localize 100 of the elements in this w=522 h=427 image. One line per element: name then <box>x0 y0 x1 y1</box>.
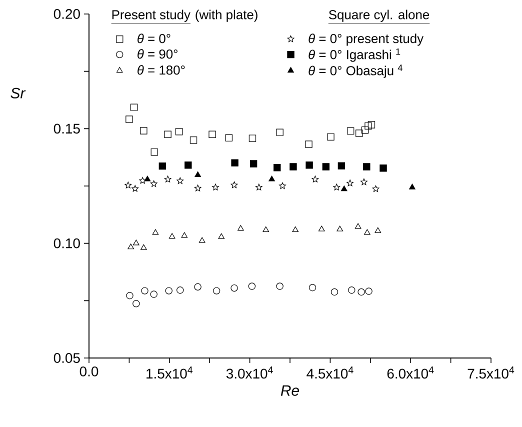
point <box>230 181 238 188</box>
point <box>274 164 281 172</box>
point <box>132 300 140 308</box>
y-tick-label: 0.20 <box>54 9 80 19</box>
point <box>194 184 202 192</box>
y-tick-label: 0.05 <box>54 353 80 363</box>
point <box>139 177 146 184</box>
point <box>292 226 299 232</box>
point <box>126 292 134 300</box>
point <box>212 287 220 294</box>
point <box>346 180 354 186</box>
point <box>133 240 140 246</box>
x-tick-label: 6.0x10$^{4}$ <box>387 366 434 379</box>
y-axis-title: Sr <box>10 88 26 98</box>
point <box>354 223 362 229</box>
point <box>141 287 148 294</box>
point <box>338 162 346 170</box>
point <box>164 130 172 138</box>
legend-label: θ = 90° <box>138 49 178 59</box>
point <box>198 237 206 243</box>
point <box>168 233 176 239</box>
point <box>150 290 158 298</box>
point <box>276 128 284 136</box>
point <box>248 134 256 142</box>
point <box>176 286 184 294</box>
point <box>231 159 238 166</box>
point <box>305 140 312 148</box>
point <box>358 288 365 296</box>
point <box>364 229 370 235</box>
point <box>409 184 416 190</box>
point <box>306 162 313 169</box>
point <box>336 226 344 232</box>
point <box>212 184 219 190</box>
point <box>208 130 216 138</box>
legend-label: θ = 0° Igarashi $^{1}$ <box>308 48 400 62</box>
point <box>126 116 133 123</box>
point <box>318 226 325 232</box>
point <box>372 185 380 192</box>
point <box>348 286 356 294</box>
point <box>184 162 192 169</box>
point <box>276 282 284 290</box>
point <box>238 225 244 231</box>
point <box>248 282 256 290</box>
point <box>330 288 338 296</box>
legend-label: θ = 0° <box>138 34 170 44</box>
point <box>175 128 183 136</box>
point <box>262 226 270 232</box>
point <box>190 136 198 144</box>
point <box>333 184 340 190</box>
point <box>255 184 262 190</box>
annotation: (with plate) <box>196 10 258 22</box>
point <box>322 163 330 170</box>
point <box>374 227 382 233</box>
point <box>356 130 363 137</box>
x-tick-label: 4.5x10$^{4}$ <box>306 366 354 379</box>
point <box>140 244 147 250</box>
point <box>128 244 134 250</box>
legend-label: θ = 0° Obasaju $^{4}$ <box>308 64 402 78</box>
point <box>340 186 348 192</box>
point <box>380 164 387 172</box>
point <box>364 122 372 130</box>
point <box>218 233 225 239</box>
annotation: Present study <box>112 10 190 22</box>
point <box>152 229 159 235</box>
point <box>361 126 369 134</box>
x-tick-label: 0.0 <box>80 366 98 376</box>
point <box>290 163 297 170</box>
point <box>360 178 368 186</box>
y-tick-label: 0.10 <box>54 238 80 248</box>
point <box>250 160 258 168</box>
annotation: Square cyl. alone <box>328 10 430 22</box>
x-tick-label: 7.5x10$^{4}$ <box>468 366 514 379</box>
x-tick-label: 3.0x10$^{4}$ <box>226 366 273 379</box>
y-tick-label: 0.15 <box>54 124 80 134</box>
point <box>230 284 238 292</box>
point <box>194 283 202 291</box>
point <box>165 287 172 294</box>
point <box>150 148 158 156</box>
point <box>181 232 188 238</box>
legend-label: θ = 180° <box>138 65 185 75</box>
point <box>130 104 138 111</box>
point <box>194 171 201 177</box>
point <box>327 133 334 141</box>
point <box>308 284 316 292</box>
point <box>132 185 139 192</box>
point <box>225 134 232 142</box>
point <box>164 176 172 182</box>
point <box>176 177 184 184</box>
point <box>368 121 376 128</box>
point <box>279 182 286 189</box>
point <box>140 127 148 134</box>
legend-label: θ = 0° present study <box>308 34 424 46</box>
point <box>365 288 372 295</box>
point <box>346 127 354 135</box>
x-axis-title: Re <box>280 385 299 396</box>
point <box>150 180 158 187</box>
point <box>363 163 370 170</box>
point <box>268 176 275 182</box>
point <box>144 176 151 182</box>
point <box>158 162 166 170</box>
